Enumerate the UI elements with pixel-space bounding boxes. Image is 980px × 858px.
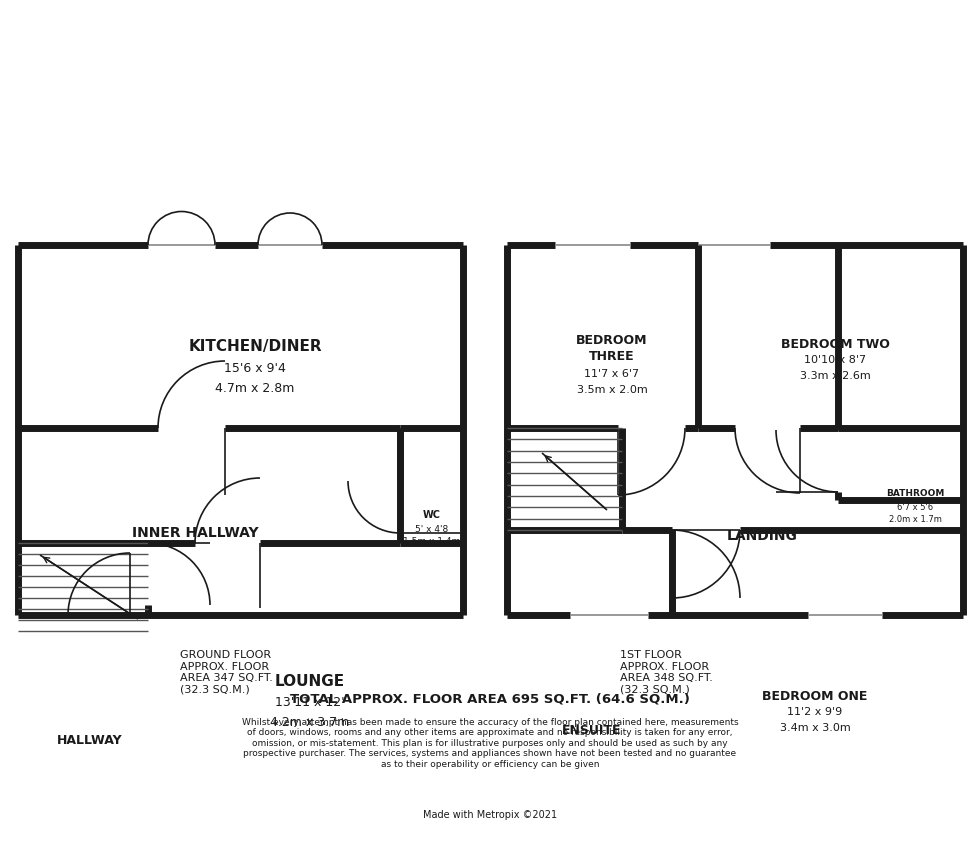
Text: 3.4m x 3.0m: 3.4m x 3.0m	[780, 723, 851, 733]
Text: 4.7m x 2.8m: 4.7m x 2.8m	[216, 382, 295, 395]
Text: INNER HALLWAY: INNER HALLWAY	[131, 526, 259, 540]
Text: 11'7 x 6'7: 11'7 x 6'7	[584, 369, 640, 379]
Text: LOUNGE: LOUNGE	[275, 674, 345, 688]
Text: 3.3m x 2.6m: 3.3m x 2.6m	[800, 371, 870, 381]
Text: 1ST FLOOR
APPROX. FLOOR
AREA 348 SQ.FT.
(32.3 SQ.M.): 1ST FLOOR APPROX. FLOOR AREA 348 SQ.FT. …	[620, 650, 712, 695]
Text: 11'2 x 9'9: 11'2 x 9'9	[787, 707, 843, 717]
Text: LANDING: LANDING	[726, 529, 798, 543]
Text: BEDROOM ONE: BEDROOM ONE	[762, 690, 867, 703]
Text: 1.5m x 1.4m: 1.5m x 1.4m	[404, 536, 461, 546]
Text: BEDROOM: BEDROOM	[576, 334, 648, 347]
Text: BATHROOM: BATHROOM	[886, 488, 944, 498]
Text: 2.0m x 1.7m: 2.0m x 1.7m	[889, 515, 942, 523]
Text: KITCHEN/DINER: KITCHEN/DINER	[188, 339, 321, 353]
Text: 13'11 x 12': 13'11 x 12'	[275, 697, 345, 710]
Text: 15'6 x 9'4: 15'6 x 9'4	[224, 361, 286, 374]
Text: 10'10 x 8'7: 10'10 x 8'7	[804, 355, 866, 365]
Text: Made with Metropix ©2021: Made with Metropix ©2021	[423, 810, 557, 820]
Text: 5' x 4'8: 5' x 4'8	[416, 524, 449, 534]
Text: 4.2m x 3.7m: 4.2m x 3.7m	[270, 716, 350, 729]
Text: GROUND FLOOR
APPROX. FLOOR
AREA 347 SQ.FT.
(32.3 SQ.M.): GROUND FLOOR APPROX. FLOOR AREA 347 SQ.F…	[180, 650, 272, 695]
Text: 6'7 x 5'6: 6'7 x 5'6	[897, 503, 933, 511]
Text: WC: WC	[423, 510, 441, 520]
Text: HALLWAY: HALLWAY	[57, 734, 123, 746]
Text: BEDROOM TWO: BEDROOM TWO	[780, 337, 890, 351]
Text: Whilst every attempt has been made to ensure the accuracy of the floor plan cont: Whilst every attempt has been made to en…	[242, 718, 738, 769]
Text: 3.5m x 2.0m: 3.5m x 2.0m	[576, 385, 648, 395]
Text: TOTAL APPROX. FLOOR AREA 695 SQ.FT. (64.6 SQ.M.): TOTAL APPROX. FLOOR AREA 695 SQ.FT. (64.…	[290, 693, 690, 706]
Text: THREE: THREE	[589, 349, 635, 362]
Text: ENSUITE: ENSUITE	[563, 723, 621, 736]
